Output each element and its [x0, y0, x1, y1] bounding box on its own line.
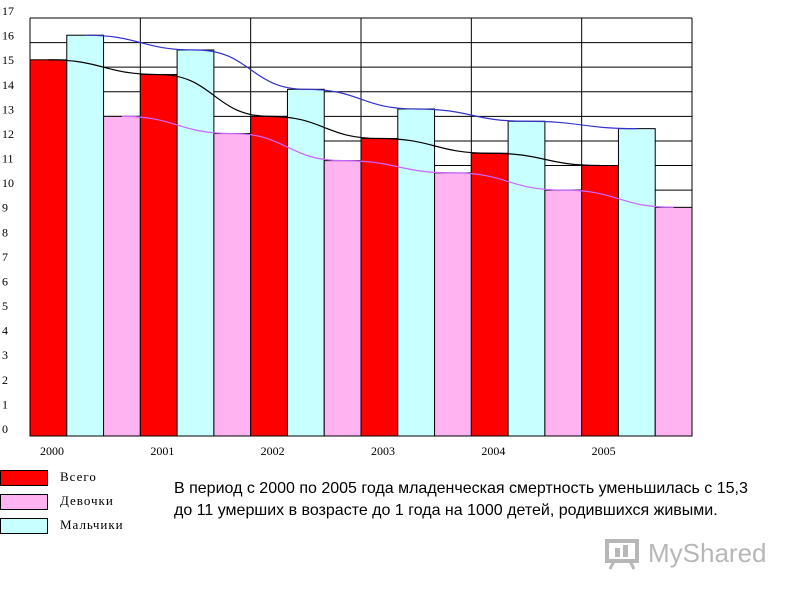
- y-tick-label: 10: [2, 176, 14, 190]
- bar-total-2004: [470, 152, 509, 437]
- x-category-label: 2005: [592, 444, 616, 458]
- legend-label-girls: Девочки: [60, 493, 114, 508]
- x-category-label: 2003: [371, 444, 395, 458]
- y-tick-label: 3: [2, 348, 8, 362]
- y-tick-label: 15: [2, 53, 14, 67]
- chart-caption: В период с 2000 по 2005 года младенческа…: [174, 480, 748, 519]
- bar-boys-2003: [397, 108, 436, 437]
- y-tick-label: 17: [2, 4, 14, 18]
- y-tick-label: 6: [2, 274, 8, 288]
- x-category-label: 2002: [261, 444, 285, 458]
- x-axis-categories: 2000 2001 2002 2003 2004 2005: [40, 444, 616, 458]
- bar-girls-2000: [103, 115, 141, 437]
- trendline-total: [48, 59, 601, 167]
- legend-label-total: Всего: [60, 469, 97, 484]
- y-tick-label: 14: [2, 78, 14, 92]
- bar-boys-2002: [286, 88, 325, 437]
- bar-girls-2004: [544, 189, 583, 437]
- legend-swatch-total: [0, 470, 48, 486]
- bar-girls-2002: [323, 160, 362, 437]
- chart-legend: Всего Девочки Мальчики: [0, 469, 170, 540]
- y-tick-label: 2: [2, 373, 8, 387]
- legend-swatch-boys: [0, 518, 48, 534]
- chart-bars: [29, 34, 693, 437]
- y-tick-label: 0: [2, 422, 8, 436]
- y-tick-label: 1: [2, 397, 8, 411]
- bar-total-2005: [581, 165, 619, 437]
- x-category-label: 2001: [150, 444, 174, 458]
- y-tick-label: 8: [2, 225, 8, 239]
- y-tick-label: 11: [2, 152, 14, 166]
- bar-boys-2005: [617, 128, 656, 437]
- trendline-boys: [85, 34, 637, 130]
- y-tick-label: 9: [2, 201, 8, 215]
- legend-swatch-girls: [0, 494, 48, 510]
- bar-girls-2001: [213, 133, 252, 437]
- bar-boys-2001: [176, 49, 215, 437]
- bar-total-2001: [139, 74, 178, 437]
- y-tick-label: 5: [2, 299, 8, 313]
- y-tick-label: 13: [2, 102, 14, 116]
- bar-girls-2005: [654, 206, 693, 437]
- legend-label-boys: Мальчики: [60, 517, 124, 532]
- bar-total-2003: [360, 137, 399, 437]
- bar-boys-2004: [507, 120, 546, 437]
- x-category-label: 2004: [481, 444, 505, 458]
- trendline-girls: [121, 115, 674, 208]
- y-tick-label: 4: [2, 324, 8, 338]
- presentation-board-icon: [605, 539, 639, 570]
- bar-total-2000: [29, 59, 68, 437]
- watermark-text: MyShared: [648, 538, 767, 568]
- bar-boys-2000: [66, 34, 105, 437]
- watermark-logo: MyShared: [604, 536, 774, 572]
- bar-total-2002: [250, 115, 288, 437]
- y-tick-label: 12: [2, 127, 14, 141]
- x-category-label: 2000: [40, 444, 64, 458]
- chart-trendlines: [48, 34, 674, 208]
- y-tick-label: 7: [2, 250, 8, 264]
- bar-girls-2003: [434, 172, 472, 437]
- y-tick-label: 16: [2, 29, 14, 43]
